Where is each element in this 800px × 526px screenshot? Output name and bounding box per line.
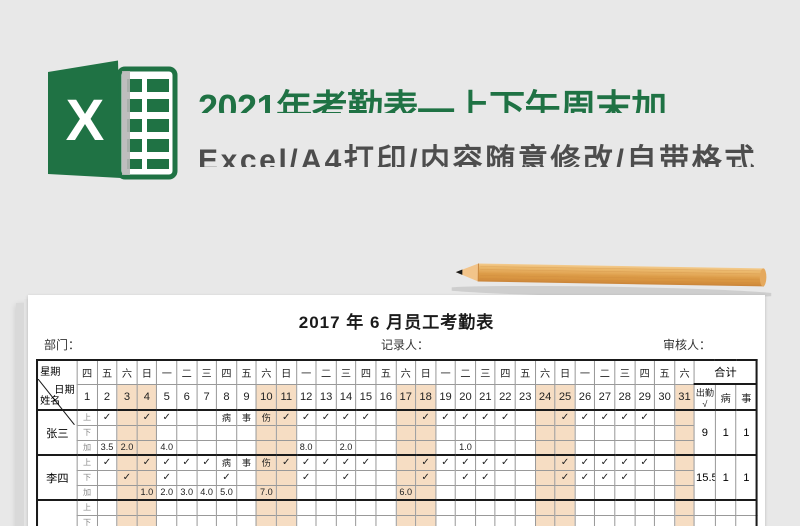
svg-text:X: X (66, 88, 105, 153)
